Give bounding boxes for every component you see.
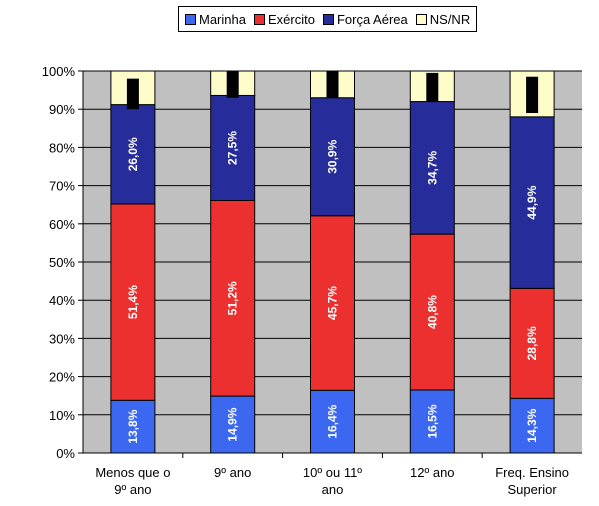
bar-segment [409, 101, 455, 235]
legend-label: Exército [267, 11, 315, 27]
bar-segment [210, 199, 256, 397]
data-label: 16,5% [425, 404, 439, 438]
data-label: 16,4% [326, 404, 340, 438]
data-label: 30,9% [326, 139, 340, 173]
y-tick-label: 80% [49, 140, 75, 155]
legend-swatch [415, 13, 427, 25]
y-tick-label: 20% [49, 370, 75, 385]
data-label: 14,3% [525, 408, 539, 442]
data-label: 40,8% [425, 295, 439, 329]
legend-label: Força Aérea [336, 11, 408, 27]
x-tick-label: Superior [508, 482, 558, 497]
legend-item: Exército [253, 11, 315, 27]
bar-segment [509, 116, 555, 289]
bar-segment [509, 397, 555, 454]
y-tick-label: 90% [49, 102, 75, 117]
x-tick-label: 9º ano [214, 465, 251, 480]
y-tick-label: 30% [49, 331, 75, 346]
y-tick-label: 100% [42, 64, 76, 79]
bar-segment [310, 389, 355, 454]
y-tick-label: 40% [49, 293, 75, 308]
y-tick-label: 10% [49, 408, 75, 423]
bar-segment [509, 287, 555, 399]
x-tick-label: 9º ano [114, 482, 151, 497]
error-bar [426, 72, 439, 102]
error-bar [526, 76, 539, 114]
x-tick-label: 10º ou 11º [303, 465, 362, 480]
legend-label: Marinha [199, 11, 246, 27]
data-label: 51,4% [126, 285, 140, 319]
legend-item: NS/NR [415, 11, 471, 27]
chart-legend: Marinha Exército Força Aérea NS/NR [178, 6, 478, 32]
x-tick-label: 12º ano [410, 465, 455, 480]
bar-segment [210, 94, 256, 201]
bar-segment [110, 203, 156, 401]
y-tick-label: 0% [56, 446, 75, 461]
legend-label: NS/NR [429, 11, 471, 27]
legend-swatch [185, 13, 196, 25]
x-tick-label: Menos que o [95, 465, 170, 480]
data-label: 45,7% [326, 286, 340, 320]
x-tick-label: Freq. Ensino [495, 465, 569, 480]
data-label: 13,8% [126, 409, 140, 443]
data-label: 34,7% [425, 150, 439, 184]
y-tick-label: 60% [49, 217, 75, 232]
bar-segment [409, 233, 455, 391]
error-bar [326, 71, 339, 98]
data-label: 14,9% [226, 407, 240, 441]
error-bar [126, 78, 139, 110]
legend-swatch [253, 13, 265, 25]
x-tick-label: ano [322, 482, 344, 497]
data-label: 44,9% [525, 185, 539, 219]
data-label: 28,8% [525, 326, 539, 360]
error-bar [226, 71, 239, 98]
y-tick-label: 50% [49, 255, 75, 270]
data-label: 27,5% [226, 131, 240, 165]
y-tick-label: 70% [49, 179, 75, 194]
data-label: 51,2% [226, 281, 240, 315]
legend-item: Marinha [185, 12, 246, 27]
legend-item: Força Aérea [322, 11, 408, 27]
data-label: 26,0% [126, 137, 140, 171]
bar-segment [110, 399, 156, 454]
legend-swatch [322, 13, 334, 25]
